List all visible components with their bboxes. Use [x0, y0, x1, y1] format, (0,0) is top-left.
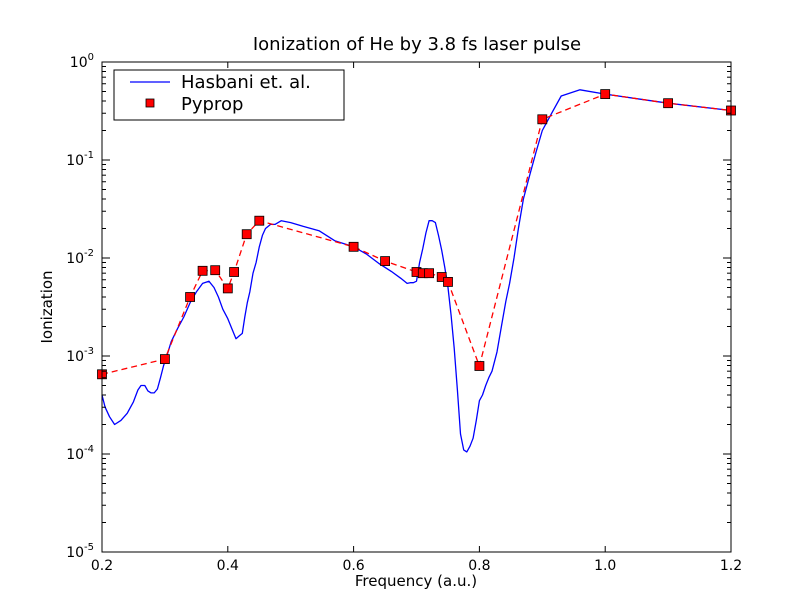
- series-line-1: [101, 93, 732, 375]
- data-point-marker: [663, 98, 673, 109]
- y-tick-label: 100: [70, 52, 94, 71]
- chart-title: Ionization of He by 3.8 fs laser pulse: [253, 34, 581, 55]
- y-tick-label: 10-5: [66, 542, 94, 561]
- legend-label-hasbani: Hasbani et. al.: [181, 72, 311, 93]
- axis-ticks: 0.2 0.4 0.6 0.8 1.0 1.2 100 10-1 10-2 10-3 10-4 10-…: [66, 52, 742, 574]
- data-point-marker: [222, 283, 233, 294]
- data-point-marker: [474, 361, 485, 371]
- data-point-marker: [241, 229, 252, 240]
- y-tick-label: 10-1: [66, 150, 94, 169]
- x-tick-label: 0.4: [217, 558, 239, 574]
- y-axis-label: Ionization: [38, 270, 56, 343]
- data-point-marker: [229, 267, 240, 277]
- data-point-marker: [537, 114, 548, 125]
- data-point-marker: [380, 256, 391, 267]
- data-point-marker: [600, 89, 611, 99]
- legend-label-pyprop: Pyprop: [181, 94, 243, 115]
- legend-marker-pyprop: [145, 98, 155, 108]
- data-point-marker: [159, 354, 170, 365]
- data-point-marker: [210, 265, 221, 276]
- x-tick-label: 1.0: [594, 558, 616, 574]
- data-point-marker: [443, 276, 453, 287]
- data-point-marker: [197, 265, 208, 276]
- data-point-marker: [424, 268, 435, 279]
- data-point-marker: [185, 292, 196, 302]
- x-axis-label: Frequency (a.u.): [355, 572, 477, 590]
- x-tick-label: 1.2: [720, 558, 742, 574]
- x-tick-label: 0.6: [342, 558, 364, 574]
- legend: Hasbani et. al. Pyprop: [113, 69, 345, 121]
- plot-area: [97, 89, 736, 453]
- y-tick-label: 10-4: [66, 444, 94, 463]
- plot-frame: [101, 61, 732, 553]
- y-tick-label: 10-3: [66, 346, 94, 365]
- x-tick-label: 0.8: [468, 558, 490, 574]
- data-point-marker: [254, 215, 265, 226]
- legend-box: [113, 69, 345, 121]
- data-point-marker: [348, 241, 359, 252]
- x-tick-label: 0.2: [91, 558, 113, 574]
- y-tick-label: 10-2: [66, 248, 94, 267]
